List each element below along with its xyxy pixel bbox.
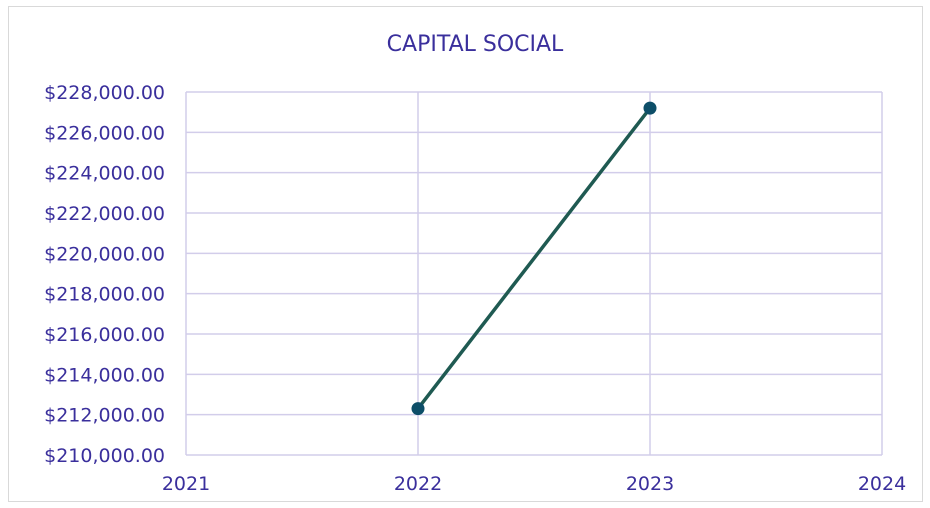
y-tick-label: $210,000.00 <box>44 445 165 467</box>
series-layer <box>411 101 657 416</box>
y-tick-label: $226,000.00 <box>44 122 165 144</box>
series-line <box>416 106 652 411</box>
data-point <box>643 101 657 115</box>
y-tick-label: $228,000.00 <box>44 82 165 104</box>
y-tick-label: $222,000.00 <box>44 203 165 225</box>
x-tick-label: 2023 <box>626 473 674 495</box>
y-axis-ticks: $210,000.00 $212,000.00 $214,000.00 $216,00… <box>44 82 165 467</box>
y-tick-label: $224,000.00 <box>44 163 165 185</box>
grid <box>185 91 883 456</box>
data-point <box>411 402 425 416</box>
y-tick-label: $216,000.00 <box>44 324 165 346</box>
x-tick-label: 2022 <box>394 473 442 495</box>
y-tick-label: $220,000.00 <box>44 243 165 265</box>
y-tick-label: $218,000.00 <box>44 284 165 306</box>
x-tick-label: 2024 <box>858 473 906 495</box>
x-axis-ticks: 2021 2022 2023 2024 <box>162 473 906 495</box>
y-tick-label: $214,000.00 <box>44 364 165 386</box>
y-tick-label: $212,000.00 <box>44 405 165 427</box>
chart-title: CAPITAL SOCIAL <box>387 32 564 57</box>
x-tick-label: 2021 <box>162 473 210 495</box>
